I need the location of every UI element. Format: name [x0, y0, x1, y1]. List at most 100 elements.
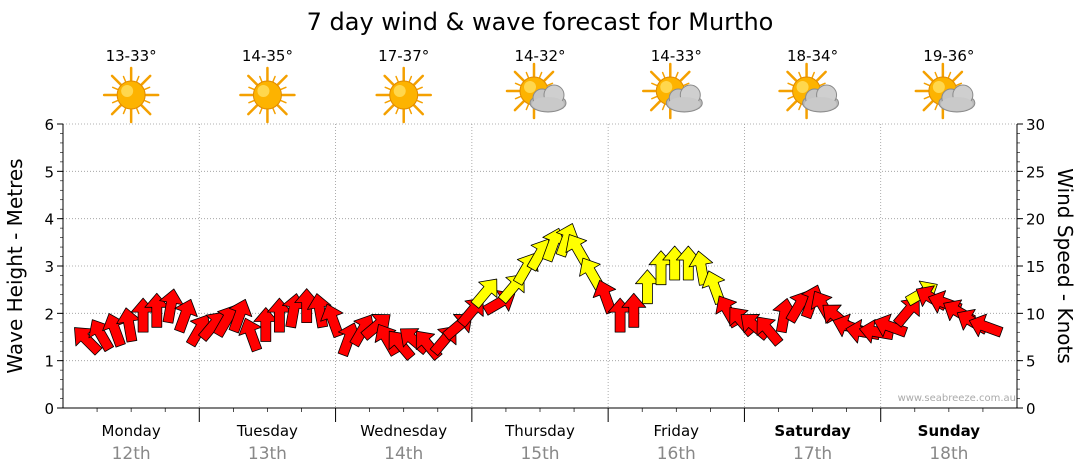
wind-arrow: [893, 297, 920, 328]
wind-arrow: [228, 298, 253, 334]
day-name: Sunday: [918, 422, 981, 440]
day-date: 13th: [248, 444, 287, 464]
day-date: 14th: [384, 444, 423, 464]
sun-ray: [649, 98, 663, 112]
cloud: [938, 84, 976, 113]
sun-ray: [786, 70, 799, 84]
day-column-saturday: 18-34° Saturday 17th: [774, 47, 851, 464]
y-tick-label-left: 2: [44, 305, 54, 323]
axes: 0 1 2 3 4 5 6 0 5 10 15 20 25 30: [44, 116, 1045, 422]
sun-ray: [275, 102, 288, 116]
sun-ray: [814, 70, 827, 84]
day-column-thursday: 14-32° Thursday 15th: [504, 47, 575, 464]
sun-ray: [275, 74, 288, 88]
cloud: [529, 84, 567, 113]
wind-arrow: [470, 278, 498, 309]
day-column-monday: 13-33° Monday 12th: [102, 47, 161, 464]
sun-ray: [678, 70, 691, 84]
chart-title: 7 day wind & wave forecast for Murtho: [307, 8, 774, 36]
temperature-range: 14-35°: [242, 47, 293, 65]
grid: [63, 123, 1017, 408]
sun-highlight: [257, 85, 270, 97]
wind-arrow: [968, 313, 1004, 338]
wind-arrows: [74, 223, 1004, 361]
partly-cloudy-icon: [914, 62, 976, 120]
day-name: Tuesday: [236, 422, 298, 440]
temperature-range: 19-36°: [923, 47, 974, 65]
watermark: www.seabreeze.com.au: [898, 393, 1016, 404]
sun-highlight: [393, 85, 406, 97]
temperature-range: 14-33°: [651, 47, 702, 65]
y-tick-label-left: 4: [44, 211, 54, 229]
sun-ray: [922, 70, 935, 84]
y-tick-label-left: 5: [44, 163, 54, 181]
y-tick-label-right: 25: [1026, 163, 1045, 181]
sun-highlight: [796, 81, 809, 93]
sun-ray: [247, 102, 260, 116]
wind-arrow: [374, 323, 401, 357]
day-name: Wednesday: [360, 422, 447, 440]
day-columns: 13-33° Monday 12th 14-35° Tuesday 13th 17-37° W…: [102, 47, 981, 464]
sun-highlight: [524, 81, 536, 93]
day-name: Friday: [654, 422, 700, 440]
wind-arrow: [621, 292, 647, 328]
sun-ray: [247, 74, 260, 88]
wind-arrow: [756, 316, 784, 347]
sun-ray: [950, 70, 964, 84]
y-tick-label-left: 0: [44, 400, 54, 418]
day-name: Saturday: [774, 422, 851, 440]
sun-ray: [110, 102, 124, 116]
y-axis-right-label: Wind Speed - Knots: [1053, 168, 1077, 364]
sun-highlight: [121, 85, 134, 97]
day-date: 18th: [929, 444, 968, 464]
temperature-range: 14-32°: [514, 47, 565, 65]
sun-highlight: [932, 81, 945, 93]
partly-cloudy-icon: [505, 62, 567, 120]
temperature-range: 18-34°: [787, 47, 838, 65]
sun-ray: [513, 98, 527, 112]
day-name: Thursday: [504, 422, 575, 440]
sun-ray: [411, 74, 425, 88]
day-date: 15th: [520, 444, 559, 464]
day-column-tuesday: 14-35° Tuesday 13th: [236, 47, 298, 464]
partly-cloudy-icon: [642, 62, 703, 120]
wind-arrow: [174, 298, 198, 334]
sun-highlight: [660, 81, 673, 93]
cloud: [802, 84, 840, 113]
day-column-wednesday: 17-37° Wednesday 14th: [360, 47, 447, 464]
sun-ray: [513, 70, 527, 84]
sun-ray: [139, 102, 152, 116]
sun-icon: [102, 66, 160, 124]
day-date: 12th: [112, 444, 151, 464]
sun-ray: [383, 102, 396, 116]
y-tick-label-right: 20: [1026, 211, 1045, 229]
sun-ray: [541, 70, 555, 84]
sun-ray: [411, 102, 425, 116]
sun-ray: [383, 74, 396, 88]
cloud-fill: [668, 97, 701, 111]
temperature-range: 17-37°: [378, 47, 429, 65]
day-column-friday: 14-33° Friday 16th: [642, 47, 703, 464]
sun-ray: [110, 74, 124, 88]
partly-cloudy-icon: [778, 62, 840, 120]
cloud-fill: [940, 97, 973, 111]
day-name: Monday: [102, 422, 161, 440]
y-axis-left-label: Wave Height - Metres: [3, 158, 27, 373]
wind-arrow: [238, 317, 263, 353]
y-tick-label-right: 15: [1026, 258, 1045, 276]
y-tick-label-left: 3: [44, 258, 54, 276]
y-tick-label-right: 30: [1026, 116, 1045, 134]
cloud-fill: [804, 97, 837, 111]
day-date: 17th: [793, 444, 832, 464]
y-tick-label-left: 6: [44, 116, 54, 134]
wind-arrow: [873, 313, 908, 338]
wind-arrow: [320, 303, 344, 339]
y-tick-label-right: 5: [1026, 353, 1036, 371]
y-tick-label-right: 10: [1026, 305, 1045, 323]
y-tick-label-left: 1: [44, 353, 54, 371]
day-date: 16th: [657, 444, 696, 464]
cloud: [665, 84, 703, 113]
temperature-range: 13-33°: [106, 47, 157, 65]
